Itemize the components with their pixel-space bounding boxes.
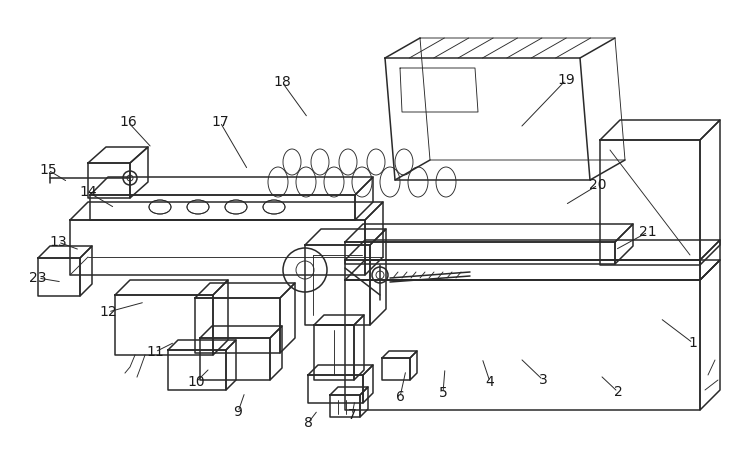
Text: 20: 20 — [590, 178, 606, 192]
Text: 5: 5 — [439, 386, 447, 400]
Text: 19: 19 — [557, 73, 575, 87]
Text: 14: 14 — [79, 185, 97, 199]
Text: 11: 11 — [146, 345, 164, 359]
Text: 23: 23 — [29, 271, 47, 285]
Text: 4: 4 — [486, 375, 495, 389]
Text: 16: 16 — [119, 115, 137, 129]
Text: 13: 13 — [49, 235, 67, 249]
Text: 15: 15 — [39, 163, 57, 177]
Text: 10: 10 — [187, 375, 205, 389]
Text: 3: 3 — [539, 373, 548, 387]
Text: 7: 7 — [347, 408, 356, 422]
Text: 12: 12 — [99, 305, 117, 319]
Text: 8: 8 — [303, 416, 313, 430]
Text: 6: 6 — [395, 390, 405, 404]
Text: 1: 1 — [689, 336, 698, 350]
Text: 2: 2 — [614, 385, 623, 399]
Text: 21: 21 — [639, 225, 657, 239]
Text: 17: 17 — [211, 115, 229, 129]
Text: 9: 9 — [233, 405, 242, 419]
Text: 18: 18 — [273, 75, 291, 89]
